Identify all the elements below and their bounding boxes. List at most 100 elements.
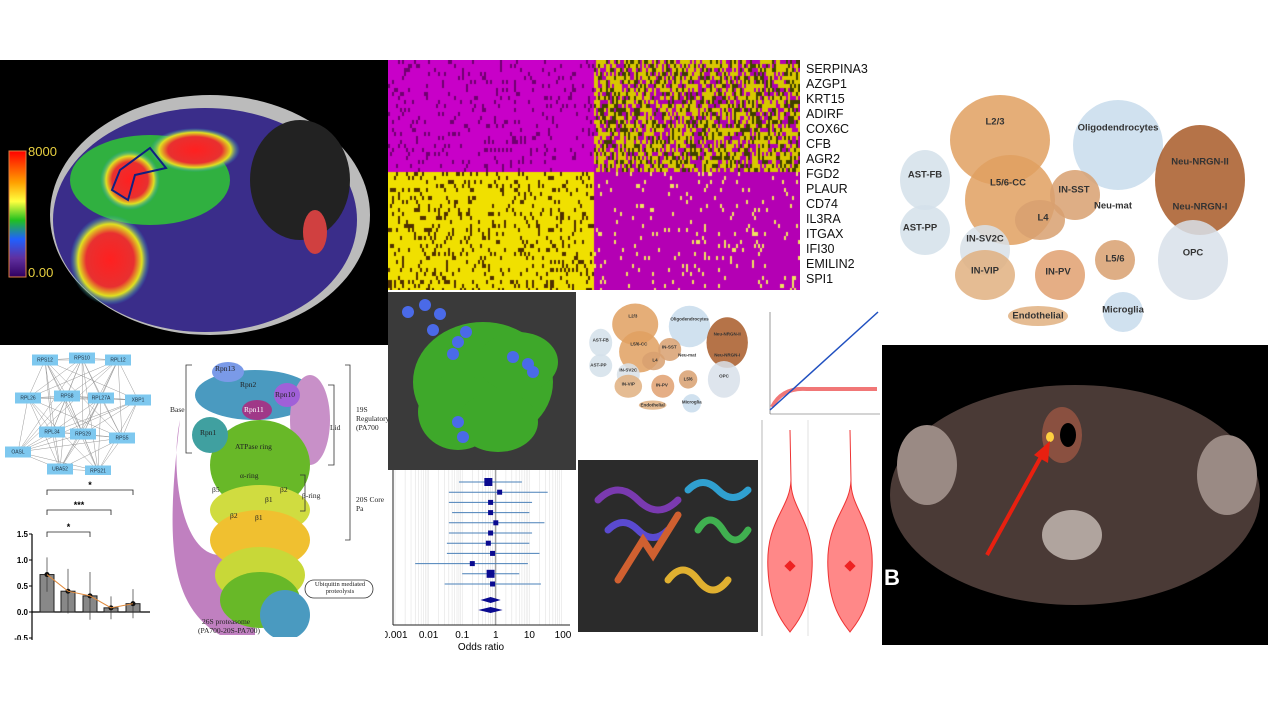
network-node: OASL	[5, 446, 31, 458]
gene-label: IFI30	[806, 242, 835, 256]
estimate-marker	[488, 530, 494, 536]
cluster-label: Neu-mat	[1093, 200, 1133, 212]
y-tick-label: 1.0	[17, 556, 29, 565]
significance-label: *	[67, 522, 71, 532]
cell-cluster	[642, 351, 666, 371]
label-rpn13: Rpn13	[215, 364, 236, 373]
cell-cluster	[651, 374, 675, 398]
pet-ct-scan-image: B	[882, 345, 1268, 645]
label-rpn2: Rpn2	[240, 380, 257, 389]
y-tick-label: 0.0	[17, 608, 29, 617]
cell-cluster	[589, 354, 613, 378]
forest-plot: 0.001 0.01 0.1 1 10 100 Odds ratio	[385, 470, 577, 650]
network-edge	[82, 397, 102, 435]
cluster-label: Neu-NRGN-II	[1171, 156, 1229, 168]
network-edge	[17, 359, 119, 453]
cluster-label: OPC	[1182, 247, 1204, 259]
network-node: RPL26	[15, 392, 41, 404]
cell-cluster	[1158, 220, 1228, 300]
significance-bracket	[46, 489, 134, 495]
label-atpase-ring: ATPase ring	[235, 442, 272, 451]
estimate-marker	[488, 510, 494, 516]
network-edge	[51, 395, 68, 433]
network-node: XBP1	[125, 394, 151, 406]
network-edge	[100, 397, 123, 439]
gene-label: AGR2	[806, 152, 841, 166]
network-edge	[27, 397, 123, 439]
gene-label: AZGP1	[806, 77, 847, 91]
cluster-label: Endothelial	[1012, 310, 1064, 322]
label-rpn11: Rpn11	[244, 405, 264, 414]
estimate-marker	[488, 499, 494, 505]
network-edge	[44, 359, 99, 472]
colorbar	[8, 150, 27, 278]
significance-label: ***	[74, 500, 85, 510]
cell-cluster	[1050, 170, 1100, 220]
network-edge	[51, 399, 139, 433]
cluster-label: AST-PP	[590, 362, 607, 368]
cluster-label: L4	[652, 357, 658, 363]
colorbar-min-label: 0.00	[28, 265, 54, 280]
gene-label: IL3RA	[806, 212, 841, 226]
cluster-label: IN-VIP	[971, 265, 999, 277]
x-tick-label: 0.001	[385, 630, 408, 641]
cluster-label: IN-SV2C	[619, 367, 638, 373]
network-node: RPS12	[32, 354, 58, 366]
network-edge	[17, 395, 68, 453]
cluster-label: IN-VIP	[621, 381, 635, 387]
gene-label: CD74	[806, 197, 838, 211]
gene-label: ITGAX	[806, 227, 844, 241]
cluster-label: Neu-mat	[678, 352, 697, 358]
liver-mri-heatmap-image: 8000 0.00	[0, 60, 388, 345]
violin-plot	[760, 420, 880, 636]
network-edge	[97, 397, 102, 472]
cell-cluster	[658, 338, 682, 361]
label-rpn10: Rpn10	[275, 390, 296, 399]
cluster-label: OPC	[719, 373, 729, 379]
network-edge	[44, 359, 53, 433]
gene-label-list: SERPINA3 AZGP1 KRT15 ADIRF COX6C CFB AGR2 FGD2 P…	[806, 62, 876, 287]
network-edge	[82, 433, 99, 472]
network-edge	[51, 397, 102, 433]
network-edge	[27, 397, 139, 401]
network-node: RPL12	[105, 354, 131, 366]
x-tick-label: 100	[555, 630, 572, 641]
heatmap-canvas	[388, 60, 800, 290]
cluster-label: L5/6-CC	[990, 177, 1026, 189]
estimate-marker	[484, 478, 493, 486]
cluster-label: Oligodendrocytes	[670, 316, 709, 322]
summary-diamond	[478, 607, 503, 613]
estimate-marker	[486, 569, 495, 578]
cell-cluster	[706, 317, 748, 368]
cluster-label: IN-PV	[655, 382, 668, 388]
cluster-label: IN-SST	[1058, 184, 1090, 196]
network-node: RPL34	[39, 426, 65, 438]
estimate-marker	[485, 540, 491, 546]
cluster-label: L5/6	[683, 376, 693, 382]
x-tick-label: 1	[493, 630, 499, 641]
network-edge	[27, 359, 119, 399]
colorbar-max-label: 8000	[28, 144, 57, 159]
cell-cluster	[1015, 200, 1065, 240]
label-lid: Lid	[330, 423, 341, 432]
bar-chart: 1.5 1.0 0.5 0.0 -0.5 * *** *	[0, 475, 160, 640]
network-node: RPS8	[54, 390, 80, 402]
network-node: RPL27A	[88, 392, 114, 404]
label-19s-regulatory: 19S Regulatory (PA700	[356, 405, 388, 432]
y-tick-label: 1.5	[17, 530, 29, 539]
network-edge	[27, 357, 83, 399]
estimate-marker	[490, 550, 496, 556]
network-edge	[17, 437, 123, 453]
cluster-label: AST-PP	[902, 222, 938, 234]
cell-cluster	[682, 394, 701, 413]
protein-ribbon-model	[578, 460, 758, 632]
cell-cluster	[707, 361, 741, 398]
label-beta-ring: β-ring	[302, 491, 321, 500]
network-edge	[17, 451, 99, 472]
cluster-label: L5/6	[1105, 253, 1125, 265]
cluster-label: L5/6-CC	[630, 341, 648, 347]
cell-cluster	[614, 374, 643, 398]
network-edge	[17, 357, 83, 453]
cluster-label: Neu-NRGN-I	[1172, 201, 1228, 213]
network-edge	[17, 397, 29, 453]
